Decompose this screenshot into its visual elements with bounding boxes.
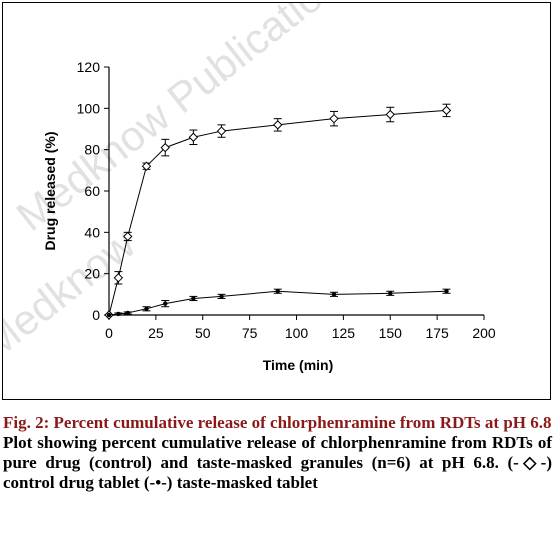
data-point (125, 310, 130, 316)
x-axis-title: Time (min) (263, 357, 334, 373)
x-ticks: 0 25 50 75 100 125 150 175 200 (105, 315, 496, 341)
y-tick-label: 40 (84, 224, 100, 240)
data-point (331, 292, 337, 297)
y-tick-label: 20 (84, 266, 100, 282)
data-point (144, 306, 149, 311)
x-tick-label: 175 (425, 325, 449, 341)
data-point (388, 291, 393, 296)
x-tick-label: 75 (242, 325, 258, 341)
data-point (113, 273, 124, 283)
release-chart: Medknow Publications Medknow 0 25 50 75 100 1… (3, 3, 496, 373)
data-point (163, 301, 168, 306)
x-tick-label: 100 (285, 325, 309, 341)
x-tick-label: 0 (105, 325, 113, 341)
x-tick-label: 125 (332, 325, 356, 341)
data-point (275, 289, 280, 294)
y-ticks: 0 20 40 60 80 100 120 (77, 59, 109, 323)
data-point (216, 126, 227, 136)
data-point (273, 120, 283, 130)
x-tick-label: 200 (472, 325, 496, 341)
y-tick-label: 60 (84, 183, 100, 199)
figure-caption: Fig. 2: Percent cumulative release of ch… (3, 413, 552, 493)
data-point (191, 296, 196, 301)
data-point (385, 109, 395, 120)
series-2 (106, 288, 451, 318)
y-tick-label: 0 (92, 307, 100, 323)
data-point (441, 105, 452, 116)
y-tick-label: 80 (84, 142, 100, 158)
series-1 (104, 103, 452, 320)
data-point (141, 161, 152, 171)
x-tick-label: 25 (148, 325, 164, 341)
data-point (188, 132, 199, 142)
series-line (108, 290, 447, 316)
data-point (160, 142, 170, 153)
data-point (106, 312, 112, 318)
y-tick-label: 120 (77, 59, 101, 75)
caption-body: Plot showing percent cumulative release … (3, 433, 552, 492)
series-group (104, 103, 452, 320)
caption-title: Fig. 2: Percent cumulative release of ch… (3, 413, 552, 432)
y-tick-label: 100 (77, 100, 101, 116)
data-point (116, 311, 121, 317)
x-tick-label: 150 (379, 325, 403, 341)
watermark-text-secondary: Medknow (3, 219, 144, 367)
data-point (219, 294, 224, 299)
chart-frame: Medknow Publications Medknow 0 25 50 75 100 1… (2, 2, 551, 400)
x-tick-label: 50 (195, 325, 211, 341)
y-axis-title: Drug released (%) (42, 131, 58, 250)
data-point (329, 113, 339, 124)
data-point (123, 231, 133, 242)
data-point (444, 289, 449, 294)
